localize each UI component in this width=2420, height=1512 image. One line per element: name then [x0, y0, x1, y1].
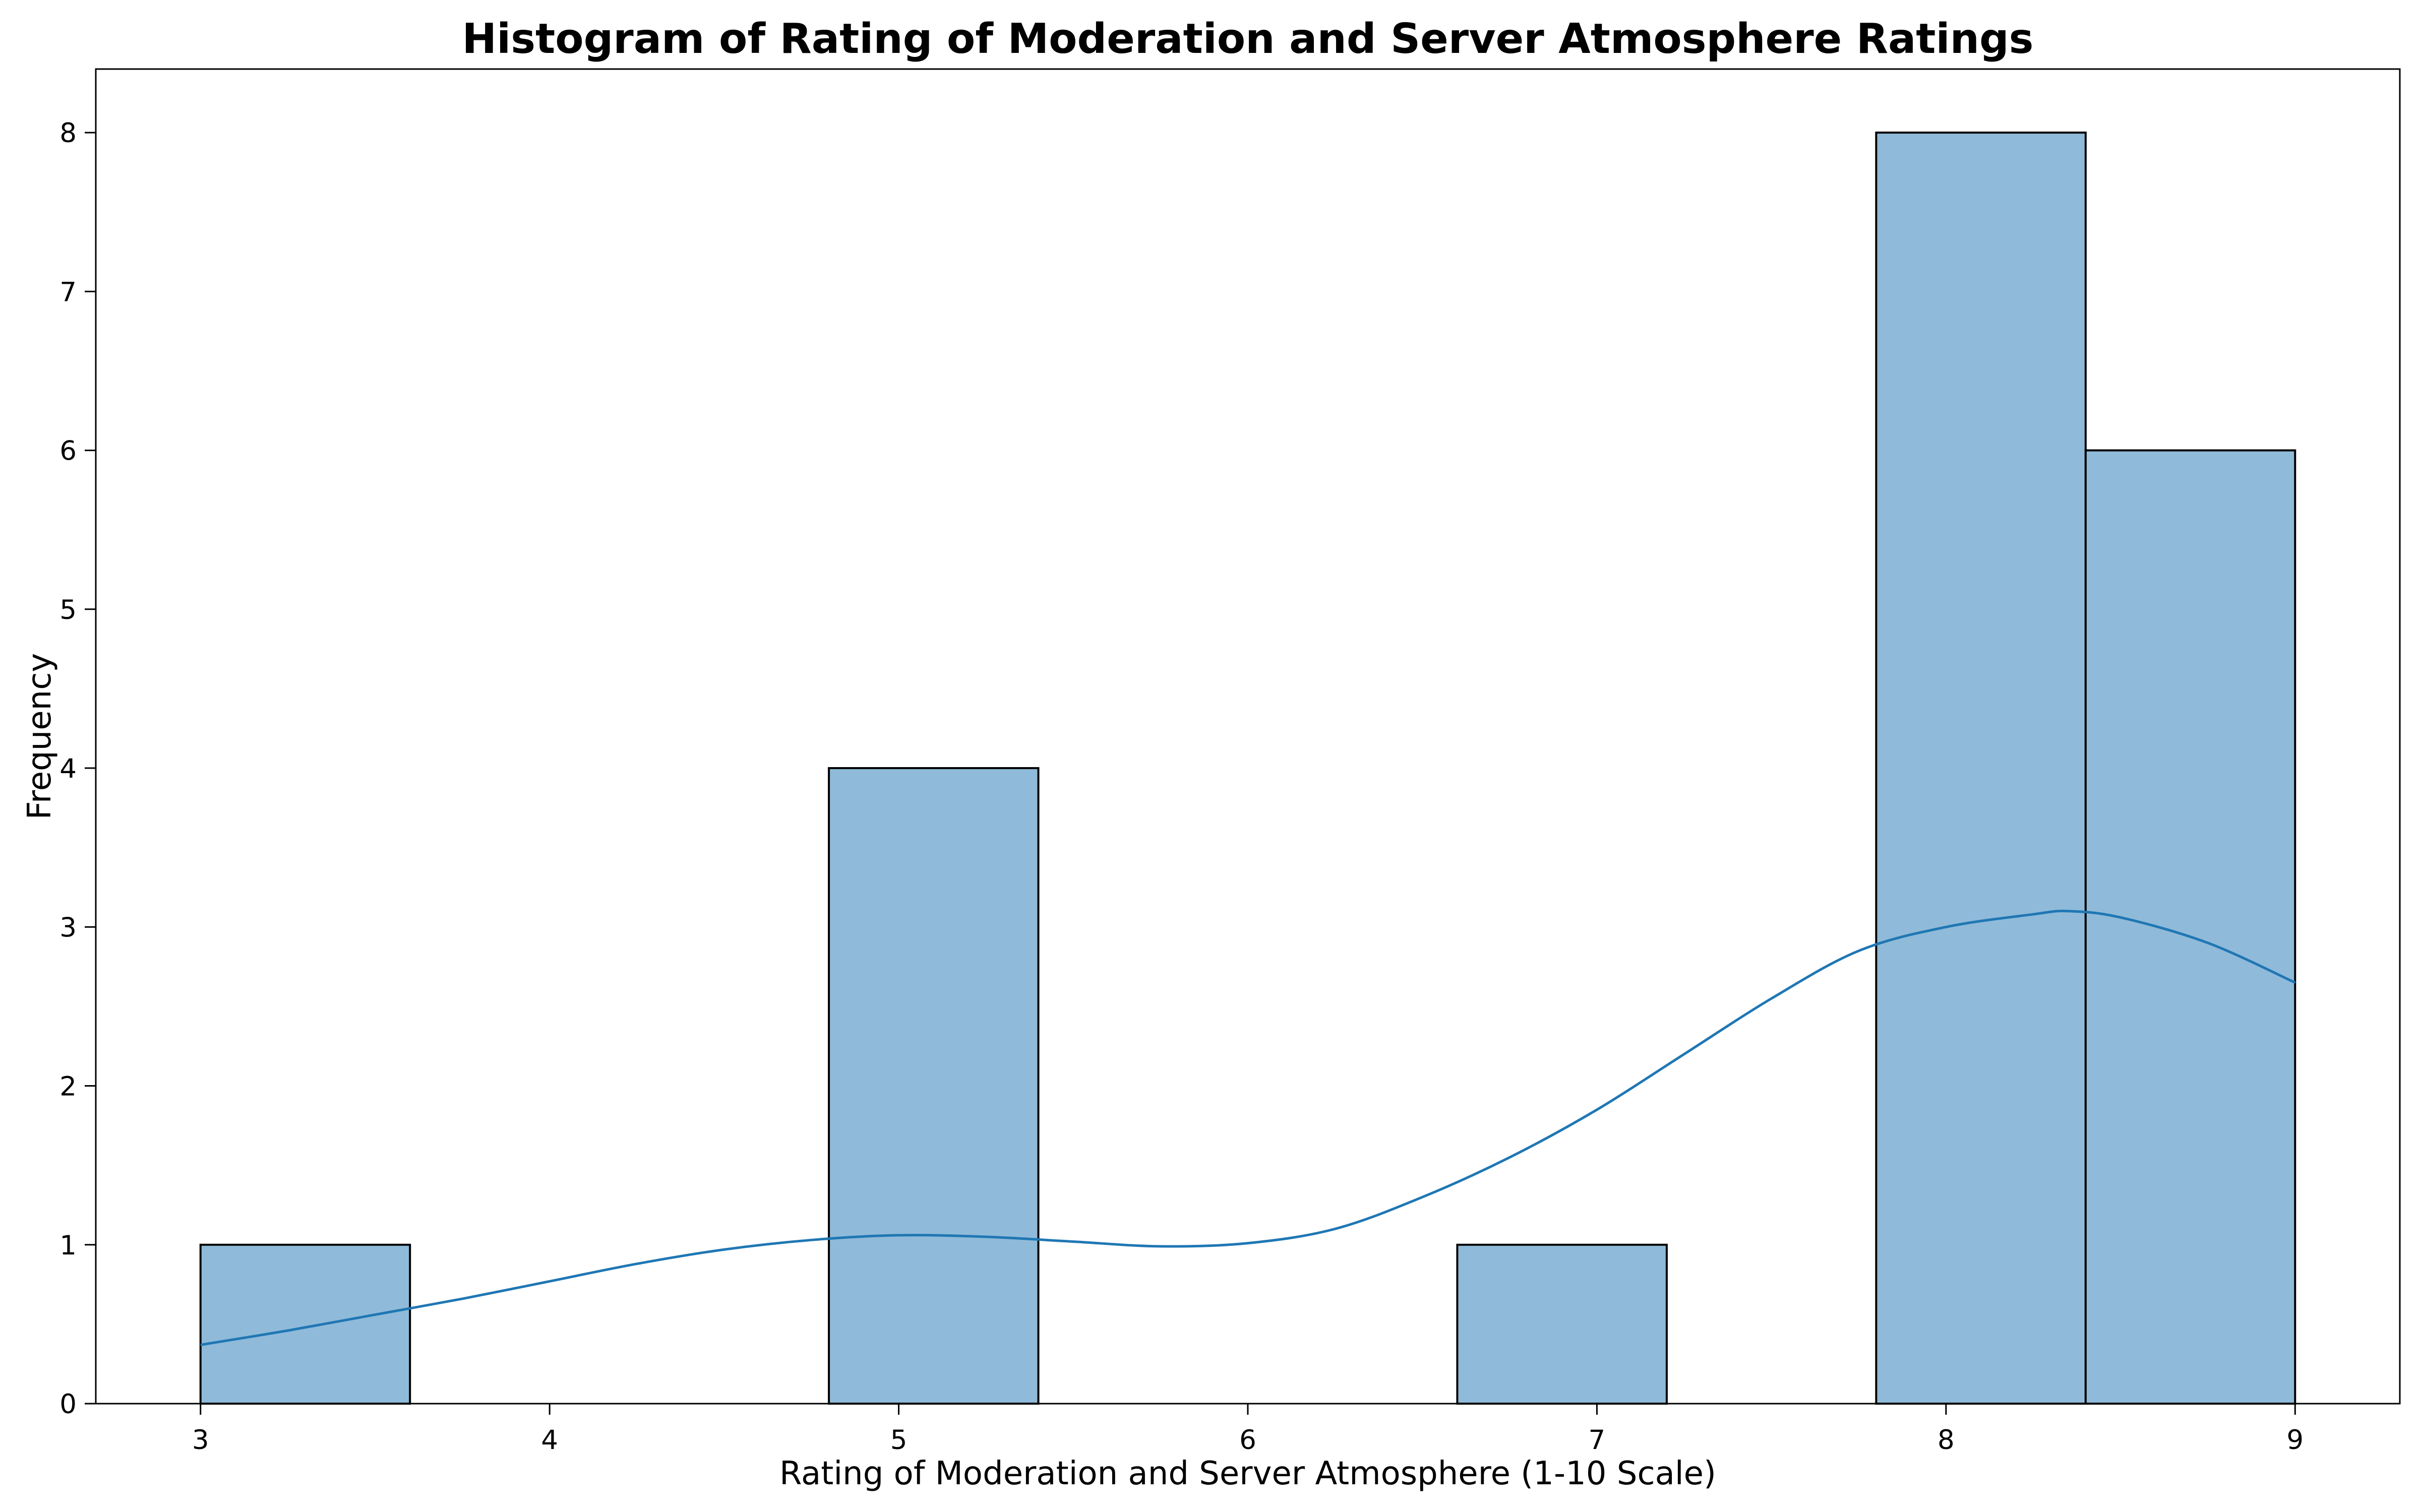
histogram-bar-8: [1875, 132, 2087, 1405]
y-tick-label-3: 3: [59, 912, 77, 943]
kde-curve: [200, 910, 2296, 1346]
x-tick-label-7: 7: [1589, 1425, 1606, 1456]
y-tick-label-2: 2: [59, 1072, 77, 1102]
y-axis-label: Frequency: [21, 653, 58, 820]
x-tick-label-9: 9: [2286, 1425, 2304, 1456]
y-tick-label-5: 5: [59, 595, 77, 625]
y-axis-ticks: 0 1 2 3 4 5 6 7 8: [59, 118, 96, 1420]
histogram-bars: [199, 132, 2296, 1405]
y-tick-label-0: 0: [59, 1389, 77, 1420]
x-tick-label-4: 4: [541, 1425, 558, 1456]
y-tick-label-4: 4: [59, 753, 77, 784]
x-tick-label-6: 6: [1239, 1425, 1256, 1456]
y-tick-label-6: 6: [59, 436, 77, 467]
y-tick-label-8: 8: [59, 118, 77, 149]
x-tick-label-5: 5: [890, 1425, 908, 1456]
y-tick-label-1: 1: [59, 1230, 77, 1261]
histogram-bar-9: [2084, 449, 2296, 1405]
histogram-bar-6: [1456, 1243, 1668, 1405]
x-axis-ticks: 3 4 5 6 7 8 9: [192, 1404, 2304, 1456]
chart-title: Histogram of Rating of Moderation and Se…: [462, 15, 2034, 63]
y-tick-label-7: 7: [59, 277, 77, 307]
x-axis-label: Rating of Moderation and Server Atmosphe…: [779, 1455, 1716, 1492]
x-tick-label-3: 3: [192, 1425, 209, 1456]
histogram-bar-0: [199, 1243, 411, 1405]
x-tick-label-8: 8: [1938, 1425, 1955, 1456]
histogram-bar-3: [828, 767, 1040, 1405]
